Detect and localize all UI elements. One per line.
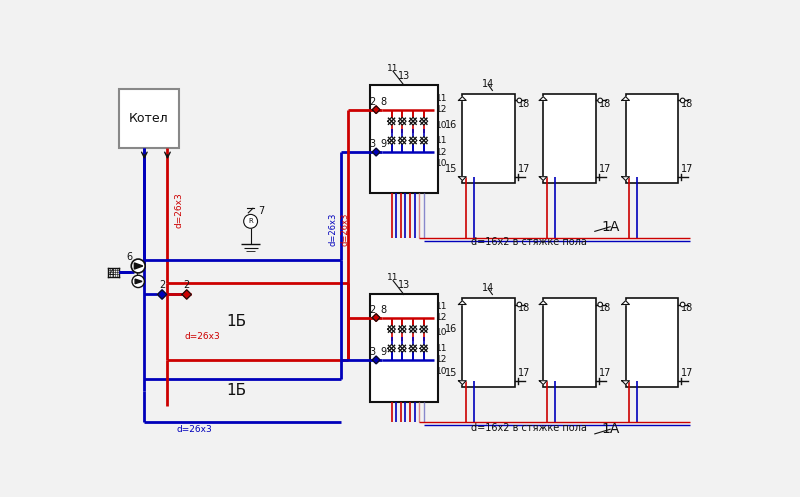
- Text: 12: 12: [436, 355, 447, 364]
- Circle shape: [132, 275, 144, 288]
- Bar: [462, 298, 514, 387]
- Text: 7: 7: [258, 206, 265, 216]
- Polygon shape: [458, 301, 466, 305]
- Text: d=26x3: d=26x3: [177, 425, 212, 434]
- Text: 2: 2: [369, 97, 375, 107]
- Text: Котел: Котел: [129, 112, 169, 125]
- Circle shape: [517, 98, 522, 103]
- Text: 11: 11: [436, 344, 447, 353]
- Text: 17: 17: [681, 164, 694, 174]
- Text: 8: 8: [381, 305, 387, 315]
- Circle shape: [244, 214, 258, 228]
- Polygon shape: [622, 301, 630, 305]
- Text: R: R: [248, 218, 253, 224]
- Circle shape: [517, 302, 522, 307]
- Polygon shape: [182, 290, 191, 299]
- Text: 15: 15: [445, 164, 457, 174]
- Text: 10: 10: [436, 367, 447, 376]
- Text: 15: 15: [445, 368, 457, 378]
- Text: 1Б: 1Б: [226, 314, 247, 329]
- Text: 17: 17: [598, 368, 611, 378]
- Text: 17: 17: [681, 368, 694, 378]
- Text: 18: 18: [681, 303, 694, 313]
- Text: 6: 6: [126, 252, 132, 262]
- Text: 2: 2: [183, 280, 190, 290]
- Text: d=16x2 в стяжке пола: d=16x2 в стяжке пола: [471, 237, 587, 247]
- Bar: [543, 298, 595, 387]
- Bar: [462, 94, 514, 183]
- Text: 11: 11: [436, 302, 447, 311]
- Polygon shape: [372, 356, 380, 364]
- Text: 2: 2: [369, 305, 375, 315]
- Text: 12: 12: [436, 105, 447, 114]
- Circle shape: [598, 98, 602, 103]
- Text: 14: 14: [482, 79, 494, 88]
- Polygon shape: [539, 176, 547, 180]
- Text: 18: 18: [681, 98, 694, 108]
- Circle shape: [680, 98, 685, 103]
- Text: 8: 8: [381, 97, 387, 107]
- Polygon shape: [458, 176, 466, 180]
- Text: 18: 18: [518, 303, 530, 313]
- Text: 11: 11: [387, 64, 399, 73]
- Polygon shape: [158, 290, 166, 299]
- Text: 18: 18: [598, 98, 611, 108]
- Text: 10: 10: [436, 121, 447, 130]
- Text: 5: 5: [135, 272, 142, 282]
- Text: 9: 9: [381, 347, 387, 357]
- Text: 9: 9: [381, 139, 387, 149]
- Text: 16: 16: [445, 120, 457, 130]
- Text: 11: 11: [436, 93, 447, 103]
- Text: 18: 18: [598, 303, 611, 313]
- Text: 3: 3: [370, 347, 375, 357]
- Bar: [626, 94, 678, 183]
- Text: d=16x2 в стяжке пола: d=16x2 в стяжке пола: [471, 423, 587, 433]
- Text: d=26x3: d=26x3: [174, 192, 183, 228]
- Polygon shape: [372, 106, 380, 113]
- Text: 3: 3: [370, 139, 375, 149]
- Polygon shape: [622, 381, 630, 385]
- Text: 17: 17: [518, 368, 530, 378]
- Text: 14: 14: [482, 283, 494, 293]
- Text: 18: 18: [518, 98, 530, 108]
- Polygon shape: [372, 148, 380, 156]
- Polygon shape: [135, 279, 142, 284]
- Circle shape: [680, 302, 685, 307]
- Text: 4: 4: [108, 269, 114, 279]
- Text: 12: 12: [436, 148, 447, 157]
- Text: d=26x3: d=26x3: [329, 212, 338, 246]
- Text: 2: 2: [159, 280, 165, 290]
- Text: 17: 17: [598, 164, 611, 174]
- Polygon shape: [622, 96, 630, 100]
- Circle shape: [131, 259, 145, 273]
- Text: 17: 17: [518, 164, 530, 174]
- Polygon shape: [458, 381, 466, 385]
- Polygon shape: [622, 176, 630, 180]
- Polygon shape: [134, 263, 143, 269]
- Text: 13: 13: [398, 71, 410, 81]
- Bar: [119, 89, 179, 148]
- Text: 1А: 1А: [601, 422, 619, 436]
- Text: 10: 10: [436, 159, 447, 168]
- Polygon shape: [539, 381, 547, 385]
- Polygon shape: [372, 314, 380, 322]
- Bar: [626, 298, 678, 387]
- Text: 11: 11: [387, 273, 399, 282]
- Text: 10: 10: [436, 329, 447, 337]
- Text: 16: 16: [445, 324, 457, 334]
- Polygon shape: [458, 96, 466, 100]
- Text: 1Б: 1Б: [226, 383, 247, 398]
- Circle shape: [598, 302, 602, 307]
- Text: 11: 11: [436, 136, 447, 145]
- Bar: [370, 85, 438, 193]
- Polygon shape: [539, 301, 547, 305]
- Text: 12: 12: [436, 313, 447, 322]
- Text: 1А: 1А: [601, 220, 619, 234]
- Text: d=26x3: d=26x3: [340, 212, 349, 246]
- Polygon shape: [539, 96, 547, 100]
- Bar: [543, 94, 595, 183]
- Text: 13: 13: [398, 280, 410, 290]
- Text: d=26x3: d=26x3: [184, 332, 220, 341]
- Bar: [370, 295, 438, 402]
